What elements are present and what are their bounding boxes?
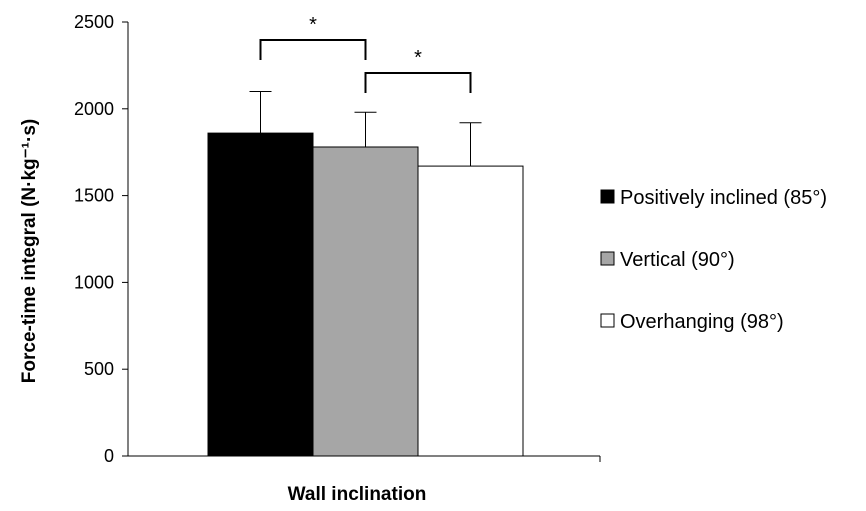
bar (207, 132, 314, 457)
legend-label: Positively inclined (85°) (620, 187, 827, 209)
legend-swatch (600, 313, 615, 328)
legend-label: Overhanging (98°) (620, 311, 784, 333)
y-tick-label: 2500 (74, 12, 114, 32)
y-tick-label: 1500 (74, 186, 114, 206)
y-tick-label: 0 (104, 446, 114, 466)
significance-marker: * (309, 14, 317, 36)
bars-group (207, 132, 524, 457)
significance-bracket (259, 39, 367, 60)
bar (312, 146, 419, 457)
y-axis-ticks: 0 500 1000 1500 2000 2500 (74, 12, 601, 466)
legend-swatch (600, 251, 615, 266)
y-tick-label: 1000 (74, 272, 114, 292)
bar (417, 165, 524, 457)
y-tick-label: 2000 (74, 99, 114, 119)
y-tick-label: 500 (84, 359, 114, 379)
error-bars-group (249, 90, 482, 167)
x-axis-title: Wall inclination (288, 484, 427, 505)
y-axis-title: Force-time integral (N·kg⁻¹·s) (19, 119, 40, 383)
legend: Positively inclined (85°) Vertical (90°) O… (600, 187, 827, 333)
legend-swatch (600, 189, 615, 204)
significance-bracket (364, 72, 472, 93)
significance-group: ** (259, 14, 472, 93)
legend-label: Vertical (90°) (620, 249, 735, 271)
significance-marker: * (414, 47, 422, 69)
